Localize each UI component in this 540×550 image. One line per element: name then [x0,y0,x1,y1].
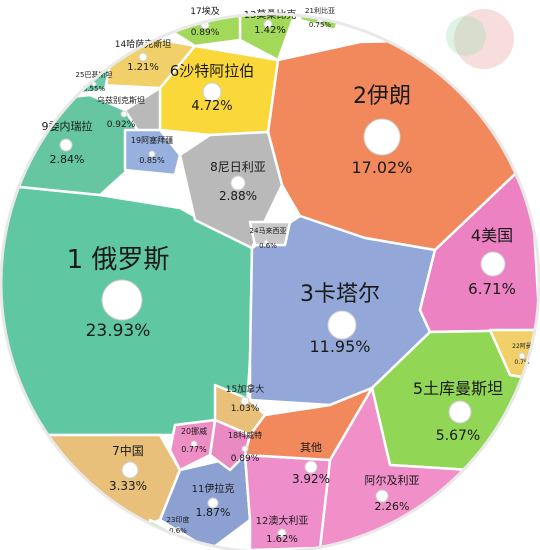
cell-label-qatar: 3卡塔尔 [300,282,380,307]
cell-value-qatar: 11.95% [309,337,370,356]
cell-value-uzbekistan: 0.92% [107,120,136,130]
cell-value-australia: 1.62% [266,534,298,545]
iran-flag-icon [363,118,401,156]
australia-flag-icon [277,528,287,538]
mozambique-flag-icon [263,19,273,29]
cell-value-turkmenistan: 5.67% [436,428,480,444]
cell-value-russia: 23.93% [86,321,151,341]
cell-label-norway: 20挪威 [181,426,207,436]
cell-label-uzbekistan: 乌兹别克斯坦 [97,95,145,105]
cell-value-malaysia: 0.6% [259,242,277,250]
norway-flag-icon [190,440,198,448]
cell-label-russia: 1 俄罗斯 [67,245,170,275]
cell-label-iran: 2伊朗 [353,84,411,109]
cell-label-libya: 21利比亚 [305,6,335,15]
cell-value-egypt: 0.89% [191,28,220,38]
cell-value-iraq: 1.87% [196,506,231,519]
cell-un [243,386,374,462]
cell-label-canada: 15加拿大 [226,383,264,395]
cell-value-china: 3.33% [109,479,147,493]
cell-value-azerbaijan: 0.85% [139,156,165,165]
cell-label-usa: 4美国 [471,226,513,245]
china-flag-icon [121,461,139,479]
cell-value-india: 0.6% [169,527,187,535]
turkmenistan-flag-icon [448,400,472,424]
cell-china [0,433,182,550]
cell-label-nigeria: 8尼日利亚 [210,160,266,174]
watermark-logo [446,9,514,69]
cell-label-india: 23印度 [167,515,190,524]
cell-label-iraq: 11伊拉克 [192,482,235,495]
kuwait-flag-icon [241,445,249,453]
cell-label-australia: 12澳大利亚 [256,514,309,527]
canada-flag-icon [240,396,250,406]
cell-label-turkmenistan: 5土库曼斯坦 [413,379,503,398]
cell-value-mozambique: 1.42% [254,25,286,36]
russia-flag-icon [101,279,143,321]
cell-value-algeria: 2.26% [375,500,410,513]
pakistan-flag-icon [91,81,97,87]
oman-flag-icon [518,352,526,360]
venezuela-flag-icon [59,138,73,152]
qatar-flag-icon [327,310,357,340]
iraq-flag-icon [207,497,219,509]
cell-label-azerbaijan: 19阿塞拜疆 [131,135,173,145]
un-flag-icon [304,460,318,474]
uzbekistan-flag-icon [120,110,128,118]
cell-value-saudi: 4.72% [191,99,232,114]
cell-value-libya: 0.75% [309,21,332,29]
cell-value-kuwait: 0.89% [231,454,260,464]
cell-value-pakistan: 0.55% [83,85,106,93]
cell-label-saudi: 6沙特阿拉伯 [170,62,255,80]
cell-label-malaysia: 24马来西亚 [250,227,287,235]
cell-value-oman: 0.7% [514,359,530,366]
nigeria-flag-icon [230,175,246,191]
cell-value-usa: 6.71% [468,280,516,298]
cell-label-oman: 22阿曼 [512,342,532,350]
cell-malaysia [248,220,292,247]
cell-nigeria [178,130,284,250]
malaysia-flag-icon [263,239,269,245]
saudi-flag-icon [202,82,222,102]
kazakhstan-flag-icon [138,52,148,62]
cell-value-nigeria: 2.88% [219,189,257,203]
cell-value-un: 3.92% [292,472,330,486]
cell-value-venezuela: 2.84% [50,153,85,166]
india-flag-icon [175,526,181,532]
cell-label-algeria: 阿尔及利亚 [365,474,420,487]
cell-label-kazakhstan: 14哈萨克斯坦 [115,38,171,50]
cell-label-kuwait: 18科威特 [228,430,262,440]
azerbaijan-flag-icon [148,150,156,158]
cell-label-china: 7中国 [112,443,144,458]
cell-value-kazakhstan: 1.21% [127,62,159,73]
cell-value-norway: 0.77% [181,445,207,454]
cell-value-canada: 1.03% [231,404,260,414]
cell-label-egypt: 17埃及 [190,5,219,17]
chart-outline [0,12,540,550]
cell-label-un: 其他 [300,441,322,454]
algeria-flag-icon [375,489,389,503]
usa-flag-icon [480,251,506,277]
cell-label-pakistan: 25巴基斯坦 [76,70,113,79]
cell-value-iran: 17.02% [351,158,412,177]
